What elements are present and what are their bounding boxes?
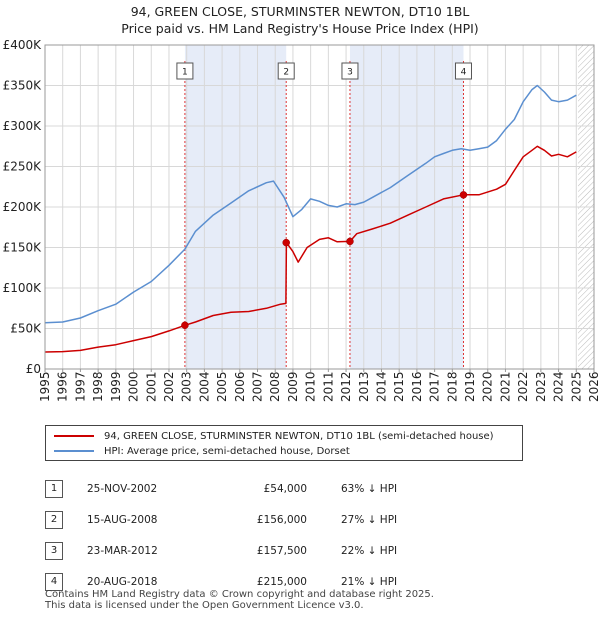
x-tick-label: 2006: [233, 371, 247, 402]
x-tick-label: 2021: [498, 371, 512, 402]
table-row: 1 25-NOV-2002 £54,000 63% ↓ HPI: [45, 473, 397, 504]
sales-table: 1 25-NOV-2002 £54,000 63% ↓ HPI 2 15-AUG…: [45, 473, 397, 597]
y-tick-label: £300K: [3, 119, 43, 133]
sale-price: £54,000: [263, 482, 307, 495]
x-tick-label: 2013: [357, 371, 371, 402]
x-tick-label: 2025: [569, 371, 583, 402]
sale-date: 20-AUG-2018: [87, 575, 158, 588]
sale-number-badge: 2: [45, 510, 63, 529]
sale-marker-label: 2: [283, 68, 289, 78]
table-row: 3 23-MAR-2012 £157,500 22% ↓ HPI: [45, 535, 397, 566]
y-tick-label: £400K: [3, 38, 43, 52]
sale-marker-box: [277, 62, 295, 80]
y-tick-label: £0: [26, 362, 41, 376]
legend-label-property: 94, GREEN CLOSE, STURMINSTER NEWTON, DT1…: [104, 430, 494, 442]
legend-swatch-hpi: [54, 450, 94, 452]
attribution-line2: This data is licensed under the Open Gov…: [45, 600, 364, 611]
x-tick-label: 1998: [91, 371, 105, 402]
legend-item-property: 94, GREEN CLOSE, STURMINSTER NEWTON, DT1…: [54, 429, 494, 443]
sale-date: 23-MAR-2012: [87, 544, 158, 557]
sale-number-badge: 3: [45, 541, 63, 560]
x-tick-label: 2018: [445, 371, 459, 402]
x-tick-label: 2022: [516, 371, 530, 402]
sale-point: [282, 238, 290, 247]
sale-marker-label: 4: [461, 68, 467, 78]
plot-border: [44, 44, 595, 370]
table-row: 2 15-AUG-2008 £156,000 27% ↓ HPI: [45, 504, 397, 535]
hpi-line: [44, 84, 577, 324]
y-tick-label: £50K: [10, 322, 42, 336]
x-tick-label: 2002: [162, 371, 176, 402]
sale-price: £215,000: [256, 575, 307, 588]
sale-point: [346, 237, 354, 246]
price-paid-line: [44, 145, 577, 353]
x-tick-label: 1996: [56, 371, 70, 402]
x-tick-label: 1999: [109, 371, 123, 402]
sale-price: £157,500: [256, 544, 307, 557]
legend: 94, GREEN CLOSE, STURMINSTER NEWTON, DT1…: [45, 425, 523, 461]
sale-hpi-diff: 21% ↓ HPI: [341, 575, 398, 588]
x-tick-label: 1997: [73, 371, 87, 402]
sale-marker-label: 3: [347, 68, 353, 78]
y-tick-label: £250K: [3, 160, 43, 174]
legend-item-hpi: HPI: Average price, semi-detached house,…: [54, 444, 350, 458]
x-tick-label: 2017: [428, 371, 442, 402]
sale-date: 25-NOV-2002: [87, 482, 158, 495]
sale-number-badge: 4: [45, 572, 63, 591]
x-tick-label: 2015: [392, 371, 406, 402]
x-tick-label: 2016: [410, 371, 424, 402]
legend-swatch-property: [54, 435, 94, 437]
x-tick-label: 2009: [286, 371, 300, 402]
sale-point: [459, 191, 468, 199]
x-tick-label: 2020: [481, 371, 495, 402]
x-tick-label: 2014: [374, 371, 388, 402]
sale-hpi-diff: 22% ↓ HPI: [341, 544, 398, 557]
x-tick-label: 2003: [180, 371, 194, 402]
x-tick-label: 1995: [38, 371, 52, 402]
table-row: 4 20-AUG-2018 £215,000 21% ↓ HPI: [45, 566, 397, 597]
x-tick-label: 2000: [127, 371, 141, 402]
price-chart: 1 2 3 4 £0 £50K £100K £150K £200K £250K £300K £350…: [3, 38, 600, 402]
legend-label-hpi: HPI: Average price, semi-detached house,…: [104, 445, 350, 457]
sale-hpi-diff: 63% ↓ HPI: [341, 482, 398, 495]
x-tick-label: 2023: [534, 371, 548, 402]
y-tick-label: £100K: [3, 281, 43, 295]
x-tick-label: 2008: [268, 371, 282, 402]
x-tick-label: 2011: [321, 371, 335, 402]
x-tick-label: 2026: [587, 371, 600, 402]
attribution-line1: Contains HM Land Registry data © Crown c…: [45, 589, 434, 600]
sale-marker-box: [341, 62, 359, 80]
y-tick-label: £350K: [3, 79, 43, 93]
x-tick-label: 2005: [215, 371, 229, 402]
sale-marker-box: [454, 62, 472, 80]
chart-title-line2: Price paid vs. HM Land Registry's House …: [121, 21, 479, 36]
x-tick-label: 2012: [339, 371, 353, 402]
attribution: Contains HM Land Registry data © Crown c…: [45, 589, 434, 611]
x-tick-label: 2007: [251, 371, 265, 402]
sale-number-badge: 1: [45, 479, 63, 498]
sale-point: [181, 321, 189, 330]
x-tick-label: 2001: [144, 371, 158, 402]
sale-hpi-diff: 27% ↓ HPI: [341, 513, 398, 526]
sale-date: 15-AUG-2008: [87, 513, 158, 526]
chart-title-line1: 94, GREEN CLOSE, STURMINSTER NEWTON, DT1…: [130, 4, 470, 19]
x-tick-label: 2010: [304, 371, 318, 402]
sale-price: £156,000: [256, 513, 307, 526]
y-tick-label: £200K: [3, 200, 43, 214]
x-tick-label: 2004: [197, 371, 211, 402]
x-tick-label: 2019: [463, 371, 477, 402]
x-tick-label: 2024: [552, 371, 566, 402]
sale-marker-label: 1: [182, 68, 188, 78]
y-tick-label: £150K: [3, 241, 43, 255]
sale-marker-box: [176, 62, 194, 80]
